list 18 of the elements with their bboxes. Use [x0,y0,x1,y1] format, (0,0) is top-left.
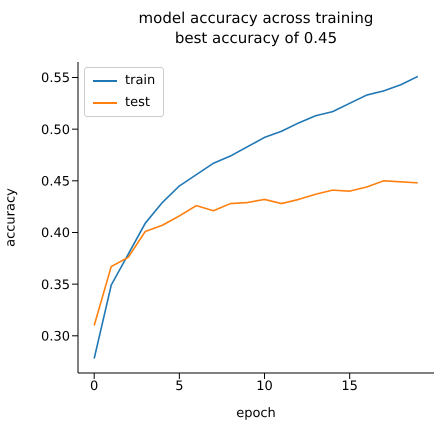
line-series [93,76,419,360]
y-tick-label: 0.50 [41,122,70,138]
y-tick-label: 0.40 [41,226,70,242]
y-tick-label: 0.30 [41,329,70,344]
y-tick-label: 0.45 [41,174,70,190]
y-tick-label: 0.55 [41,71,70,86]
line-series [93,180,419,326]
legend-label: test [125,94,150,112]
legend-label: train [125,72,156,90]
x-tick-label: 15 [341,379,358,394]
x-tick-label: 0 [90,379,98,394]
x-tick-label: 5 [175,379,184,394]
chart-subtitle: best accuracy of 0.45 [174,28,338,48]
x-tick-label: 10 [256,379,273,394]
x-axis-title: epoch [236,406,276,421]
y-tick-label: 0.35 [41,278,70,293]
chart-title: model accuracy across training [138,8,374,28]
y-axis-title: accuracy [4,188,19,247]
